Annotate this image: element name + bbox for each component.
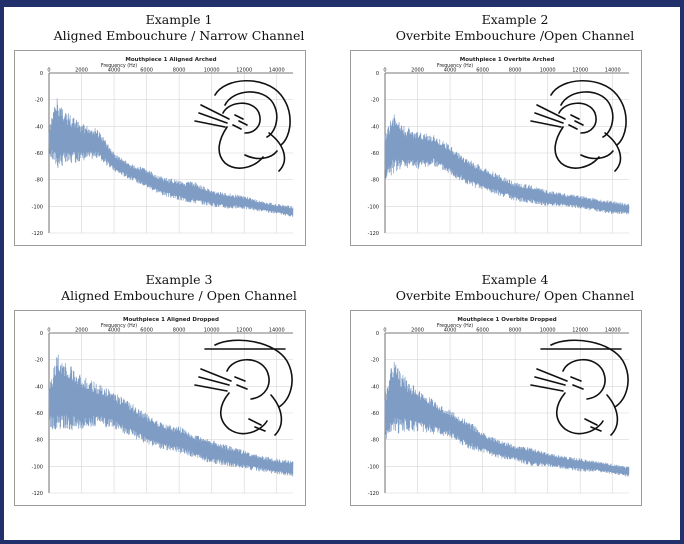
spectrum-chart: Mouthpiece 1 Aligned Dropped Frequency (H… [14,310,306,506]
y-tick-label: -100 [368,464,379,470]
x-tick-label: 8000 [509,68,522,74]
example-subtitle: Overbite Embouchure /Open Channel [395,28,635,43]
y-tick-label: 0 [376,331,379,337]
mouth-diagram-icon [194,339,293,436]
y-tick-label: -120 [32,491,43,497]
spectrum-chart: Mouthpiece 1 Overbite Arched Frequency (H… [350,50,642,246]
y-tick-label: -40 [371,124,379,130]
figure-top-bar [0,0,684,7]
y-tick-label: -20 [371,98,379,104]
x-tick-label: 8000 [173,328,186,334]
x-tick-label: 2000 [75,328,88,334]
y-tick-label: -40 [371,384,379,390]
example-subtitle: Overbite Embouchure/ Open Channel [395,288,635,303]
x-tick-label: 14000 [269,328,285,334]
chart-title: Mouthpiece 1 Aligned Arched [125,57,216,63]
y-tick-label: -100 [32,204,43,210]
x-tick-label: 14000 [605,328,621,334]
y-tick-label: -100 [32,464,43,470]
spectrum-chart: Mouthpiece 1 Aligned Arched Frequency (Hz… [14,50,306,246]
spectrum-series-line [384,362,630,477]
x-tick-label: 2000 [75,68,88,74]
example-subtitle: Aligned Embouchure / Narrow Channel [53,28,305,43]
y-tick-label: -100 [368,204,379,210]
y-tick-label: -20 [35,358,43,364]
x-tick-label: 6000 [140,328,153,334]
x-tick-label: 0 [383,68,386,74]
y-tick-label: -120 [368,491,379,497]
y-tick-label: -120 [368,231,379,237]
x-tick-label: 10000 [204,68,220,74]
spectrum-chart: Mouthpiece 1 Overbite Dropped Frequency (… [350,310,642,506]
chart-title: Mouthpiece 1 Overbite Dropped [457,317,556,323]
x-tick-label: 14000 [269,68,285,74]
x-tick-label: 2000 [411,68,424,74]
x-tick-label: 12000 [572,328,588,334]
x-axis-label: Frequency (Hz) [101,63,137,69]
y-tick-label: -80 [35,178,43,184]
spectrum-series-line [48,354,294,477]
example-subtitle: Aligned Embouchure / Open Channel [61,288,297,303]
example-title: Example 4 [481,272,549,287]
y-tick-label: -60 [371,411,379,417]
example-panel-3: Example 3 Aligned Embouchure / Open Chann… [14,272,344,506]
y-tick-label: 0 [40,71,43,77]
x-tick-label: 12000 [236,328,252,334]
y-tick-label: 0 [376,71,379,77]
y-tick-label: -60 [371,151,379,157]
x-tick-label: 10000 [540,328,556,334]
x-tick-label: 4000 [108,68,121,74]
mouth-diagram-icon [194,79,291,172]
x-tick-label: 4000 [444,328,457,334]
x-tick-label: 12000 [572,68,588,74]
mouth-diagram-icon [530,79,627,172]
x-tick-label: 8000 [509,328,522,334]
mouth-diagram-icon [530,339,629,436]
x-tick-label: 10000 [540,68,556,74]
chart-title: Mouthpiece 1 Aligned Dropped [123,317,219,323]
example-title: Example 1 [145,12,213,27]
y-tick-label: -40 [35,124,43,130]
x-axis-label: Frequency (Hz) [437,323,473,329]
x-tick-label: 8000 [173,68,186,74]
example-title: Example 3 [145,272,213,287]
x-tick-label: 0 [47,68,50,74]
y-tick-label: -20 [35,98,43,104]
spectrum-series-line [384,114,630,215]
x-tick-label: 4000 [108,328,121,334]
y-tick-label: -60 [35,411,43,417]
x-axis-label: Frequency (Hz) [437,63,473,69]
chart-title: Mouthpiece 1 Overbite Arched [460,57,555,63]
x-tick-label: 0 [47,328,50,334]
example-panel-4: Example 4 Overbite Embouchure/ Open Chann… [350,272,680,506]
example-title: Example 2 [481,12,549,27]
x-tick-label: 4000 [444,68,457,74]
example-panel-2: Example 2 Overbite Embouchure /Open Chann… [350,12,680,246]
y-tick-label: -120 [32,231,43,237]
x-tick-label: 0 [383,328,386,334]
y-tick-label: 0 [40,331,43,337]
y-tick-label: -40 [35,384,43,390]
x-tick-label: 14000 [605,68,621,74]
example-panel-1: Example 1 Aligned Embouchure / Narrow Cha… [14,12,344,246]
y-tick-label: -80 [371,438,379,444]
x-tick-label: 10000 [204,328,220,334]
y-tick-label: -80 [35,438,43,444]
y-tick-label: -60 [35,151,43,157]
y-tick-label: -20 [371,358,379,364]
spectrum-series-line [48,98,294,217]
x-tick-label: 6000 [140,68,153,74]
x-tick-label: 6000 [476,328,489,334]
y-tick-label: -80 [371,178,379,184]
x-axis-label: Frequency (Hz) [101,323,137,329]
x-tick-label: 6000 [476,68,489,74]
x-tick-label: 2000 [411,328,424,334]
x-tick-label: 12000 [236,68,252,74]
